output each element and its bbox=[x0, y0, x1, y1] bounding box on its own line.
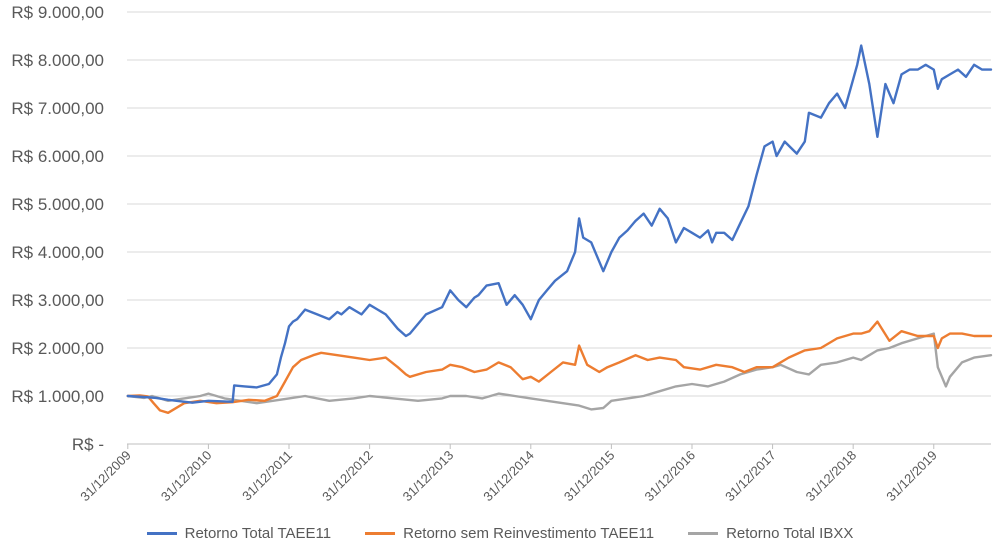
x-tick-label: 31/12/2009 bbox=[77, 448, 134, 505]
y-tick-label: R$ 3.000,00 bbox=[11, 291, 104, 310]
y-tick-label: R$ 7.000,00 bbox=[11, 99, 104, 118]
legend-item-taee11-total: Retorno Total TAEE11 bbox=[146, 524, 332, 542]
y-tick-label: R$ 8.000,00 bbox=[11, 51, 104, 70]
x-tick-label: 31/12/2013 bbox=[400, 448, 457, 505]
line-retorno-sem-reinvestimento-taee11 bbox=[126, 320, 993, 414]
y-axis-tick-labels: R$ - R$ 1.000,00 R$ 2.000,00 R$ 3.000,00 R$ … bbox=[11, 3, 104, 454]
legend-label-taee11-no-reinvest: Retorno sem Reinvestimento TAEE11 bbox=[403, 524, 655, 542]
y-tick-label: R$ - bbox=[72, 435, 104, 454]
x-tick-label: 31/12/2012 bbox=[319, 448, 376, 505]
x-tick-label: 31/12/2010 bbox=[158, 448, 215, 505]
x-tick-label: 31/12/2019 bbox=[883, 448, 940, 505]
x-tick-label: 31/12/2015 bbox=[561, 448, 618, 505]
legend-item-ibxx-total: Retorno Total IBXX bbox=[688, 525, 853, 542]
y-tick-label: R$ 6.000,00 bbox=[11, 147, 104, 166]
x-tick-label: 31/12/2016 bbox=[641, 448, 698, 505]
y-tick-label: R$ 1.000,00 bbox=[11, 387, 104, 406]
legend: Retorno Total TAEE11 Retorno sem Reinves… bbox=[0, 522, 1000, 544]
y-tick-label: R$ 4.000,00 bbox=[11, 243, 104, 262]
legend-label-ibxx-total: Retorno Total IBXX bbox=[726, 524, 854, 542]
y-tick-label: R$ 2.000,00 bbox=[11, 339, 104, 358]
line-retorno-total-ibxx bbox=[126, 332, 993, 411]
legend-label-taee11-total: Retorno Total TAEE11 bbox=[184, 524, 332, 542]
y-tick-label: R$ 9.000,00 bbox=[11, 3, 104, 22]
legend-swatch-taee11-total bbox=[146, 531, 177, 535]
x-tick-label: 31/12/2014 bbox=[480, 448, 537, 505]
x-axis bbox=[127, 443, 991, 449]
x-tick-label: 31/12/2018 bbox=[803, 448, 860, 505]
x-tick-label: 31/12/2017 bbox=[722, 448, 779, 505]
x-axis-tick-labels: 31/12/2009 31/12/2010 31/12/2011 31/12/2012… bbox=[77, 448, 940, 505]
legend-swatch-ibxx-total bbox=[688, 531, 719, 535]
legend-swatch-taee11-no-reinvest bbox=[365, 531, 396, 535]
series-lines bbox=[126, 44, 993, 414]
legend-item-taee11-no-reinvest: Retorno sem Reinvestimento TAEE11 bbox=[365, 525, 654, 542]
x-tick-label: 31/12/2011 bbox=[239, 448, 295, 504]
gridlines bbox=[127, 11, 991, 397]
y-tick-label: R$ 5.000,00 bbox=[11, 195, 104, 214]
line-retorno-total-taee11 bbox=[126, 44, 993, 404]
